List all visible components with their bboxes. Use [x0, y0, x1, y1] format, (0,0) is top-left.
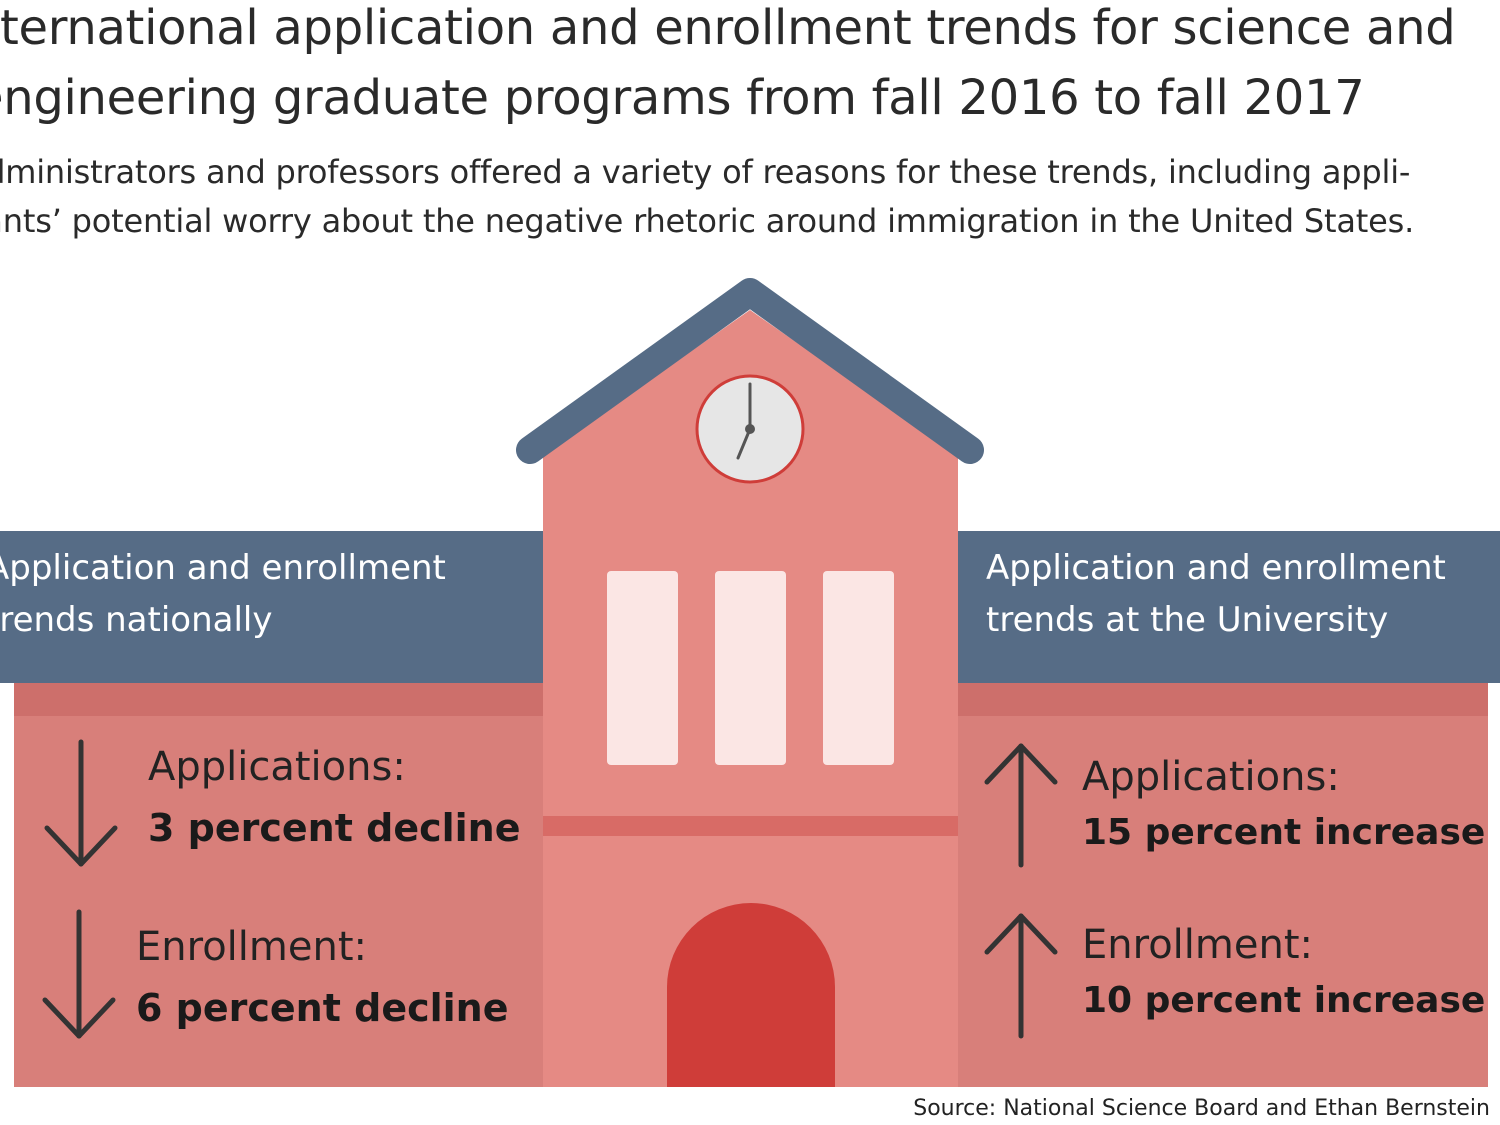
left-band — [0, 531, 546, 683]
university-heading-line-1: Application and enrollment — [986, 548, 1446, 588]
left-wing — [14, 682, 546, 1087]
arrow-down-icon — [44, 739, 118, 867]
source-credit: Source: National Science Board and Ethan… — [913, 1096, 1490, 1121]
university-applications-value: 15 percent increase — [1082, 812, 1486, 853]
national-heading-line-1: Application and enrollment — [0, 548, 446, 588]
tower-window-right — [823, 571, 894, 765]
tower-stripe — [543, 816, 958, 836]
tower-window-left — [607, 571, 678, 765]
university-heading-line-2: trends at the University — [986, 600, 1389, 640]
right-wing — [956, 682, 1488, 1087]
university-applications-label: Applications: — [1082, 754, 1340, 800]
title-line-1: International application and enrollment… — [0, 0, 1456, 56]
national-enrollment-label: Enrollment: — [136, 924, 367, 970]
tower-roof — [516, 278, 984, 464]
university-enrollment-label: Enrollment: — [1082, 922, 1313, 968]
arrow-up-icon — [984, 743, 1058, 868]
tower-window-middle — [715, 571, 786, 765]
subtitle-line-2: cants’ potential worry about the negativ… — [0, 202, 1415, 240]
title-line-2: engineering graduate programs from fall … — [0, 70, 1365, 126]
national-heading-line-2: trends nationally — [0, 600, 273, 640]
arrow-down-icon — [42, 909, 116, 1039]
right-wing-strip — [956, 682, 1488, 716]
right-band — [956, 531, 1500, 683]
clock-icon — [695, 374, 805, 484]
tower-door — [667, 903, 835, 1087]
left-wing-strip — [14, 682, 546, 716]
national-applications-label: Applications: — [148, 744, 406, 790]
university-enrollment-value: 10 percent increase — [1082, 980, 1486, 1021]
arrow-up-icon — [984, 913, 1058, 1039]
subtitle-line-1: Administrators and professors offered a … — [0, 153, 1411, 191]
national-applications-value: 3 percent decline — [148, 806, 521, 850]
national-enrollment-value: 6 percent decline — [136, 986, 509, 1030]
